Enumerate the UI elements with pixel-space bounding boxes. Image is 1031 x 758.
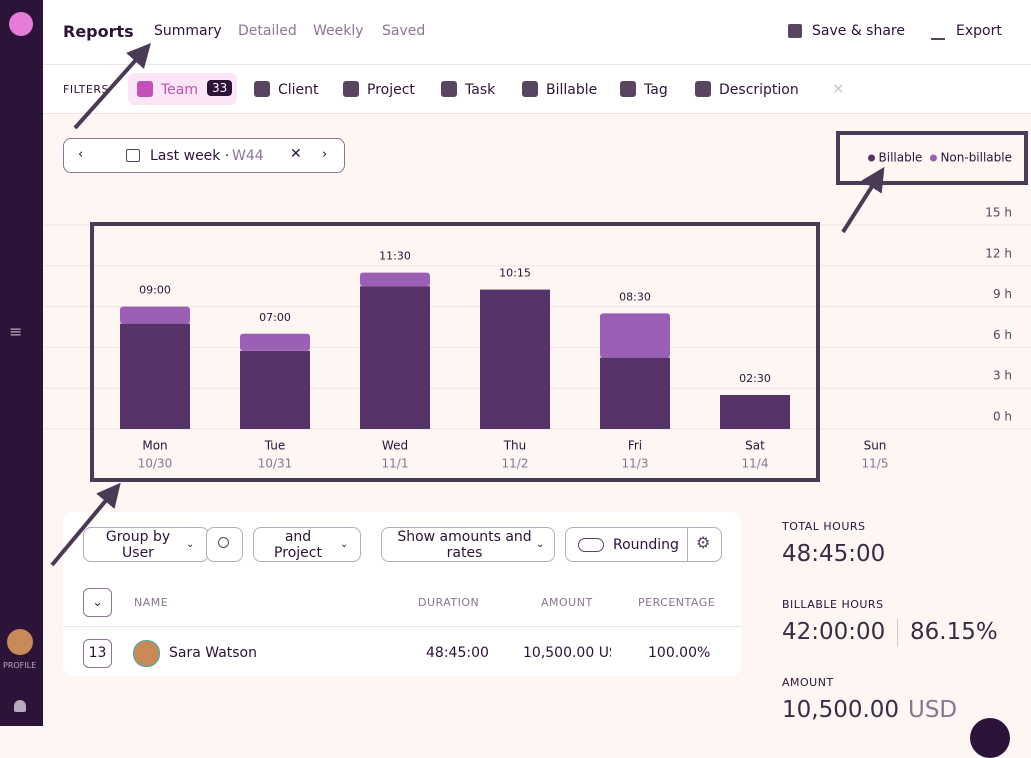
logo[interactable] [9, 12, 33, 36]
legend-label: Non-billable [940, 151, 1012, 165]
filters-label: FILTERS [63, 83, 109, 96]
x-tick-label: Tue [264, 439, 286, 453]
summary-value: 10,500.00 [782, 697, 900, 723]
clear-filters[interactable]: ✕ [832, 80, 845, 98]
x-tick-label: Fri [628, 439, 642, 453]
x-tick-label: Mon [142, 439, 167, 453]
legend-swatch [868, 154, 876, 162]
date-label: Last week · [150, 148, 230, 164]
total-label: 09:00 [139, 284, 171, 297]
summary-label: TOTAL HOURS [782, 520, 866, 533]
legend-swatch [929, 154, 937, 162]
user-name: Sara Watson [169, 645, 257, 661]
x-date-label: 11/4 [742, 457, 769, 471]
percentage: 100.00% [648, 645, 711, 661]
x-tick-label: Sat [745, 439, 765, 453]
bar-segment [360, 272, 430, 287]
rounding[interactable]: Rounding ⚙ [565, 527, 722, 562]
page-title: Reports [63, 22, 134, 41]
filter[interactable]: Client [278, 82, 319, 98]
divider [897, 619, 898, 647]
x-date-label: 11/5 [862, 457, 889, 471]
bar-segment [600, 313, 670, 358]
row-divider [63, 626, 741, 627]
y-tick-label: 9 h [993, 287, 1012, 301]
x-date-label: 10/31 [258, 457, 293, 471]
show-amounts[interactable]: Show amounts and rates ⌄ [381, 527, 555, 562]
filter[interactable]: Description [719, 82, 799, 98]
bar-segment [720, 395, 790, 429]
group-by-2[interactable]: and Project ⌄ [253, 527, 361, 562]
duration: 48:45:00 [426, 645, 489, 661]
bar-segment [240, 350, 310, 429]
tab[interactable]: Summary [154, 23, 222, 39]
week: W44 [232, 148, 264, 164]
bar-segment [360, 286, 430, 429]
avatar[interactable] [7, 629, 33, 655]
save-share[interactable]: Save & share [812, 23, 905, 39]
export[interactable]: Export [956, 23, 1002, 39]
amount: 10,500.00 USD [523, 645, 611, 661]
column-header: AMOUNT [541, 596, 593, 609]
x-tick-label: Thu [503, 439, 527, 453]
legend-label: Billable [879, 151, 923, 165]
tab[interactable]: Saved [382, 23, 426, 39]
x-date-label: 11/1 [382, 457, 409, 471]
bar-segment [480, 289, 550, 429]
chart: 0 h 3 h 6 h 9 h 12 h 15 h Non-billable Billable… [43, 151, 1031, 471]
y-tick-label: 15 h [985, 206, 1012, 220]
filter[interactable]: Tag [644, 82, 668, 98]
header [43, 0, 1031, 65]
total-label: 07:00 [259, 311, 291, 324]
column-header: PERCENTAGE [638, 596, 716, 609]
date-picker[interactable]: ‹ Last week · W44 ✕ › [63, 138, 345, 173]
bar-segment [240, 333, 310, 351]
bar-segment [120, 323, 190, 429]
summary-label: AMOUNT [782, 676, 834, 689]
y-tick-label: 3 h [993, 369, 1012, 383]
x-date-label: 11/2 [502, 457, 529, 471]
expand-menu[interactable]: ≡ [9, 322, 23, 341]
group-by[interactable]: Group by User ⌄ [83, 527, 209, 562]
y-tick-label: 6 h [993, 328, 1012, 342]
x-tick-label: Sun [864, 439, 887, 453]
tab[interactable]: Weekly [313, 23, 364, 39]
help-button[interactable] [970, 718, 1010, 758]
summary-label: BILLABLE HOURS [782, 598, 884, 611]
total-label: 10:15 [499, 267, 531, 280]
sidebar: ≡ PROFILE [0, 0, 43, 726]
profile-label: PROFILE [3, 661, 37, 670]
y-tick-label: 12 h [985, 246, 1012, 260]
column-header[interactable]: NAME [134, 596, 169, 609]
filter[interactable]: Team [161, 82, 199, 98]
summary-currency: USD [908, 697, 958, 723]
summary-value: 42:00:00 [782, 619, 886, 645]
x-tick-label: Wed [382, 439, 408, 453]
row-count[interactable]: 13 [83, 639, 112, 668]
filter[interactable]: Project [367, 82, 415, 98]
tab[interactable]: Detailed [238, 23, 297, 39]
summary-value: 48:45:00 [782, 541, 886, 567]
x-date-label: 10/30 [138, 457, 173, 471]
column-header[interactable]: DURATION [418, 596, 480, 609]
bar-segment [600, 357, 670, 429]
team-count: 33 [207, 80, 233, 96]
save-icon [788, 24, 802, 38]
expand-rows[interactable]: ⌄ [83, 588, 112, 617]
notifications[interactable] [14, 700, 26, 712]
user-avatar [133, 640, 160, 667]
export-icon [931, 38, 945, 40]
filter[interactable]: Billable [546, 82, 598, 98]
search[interactable] [206, 527, 243, 562]
x-date-label: 11/3 [622, 457, 649, 471]
y-tick-label: 0 h [993, 410, 1012, 424]
total-label: 08:30 [619, 290, 651, 303]
filter[interactable]: Task [465, 82, 496, 98]
bar-segment [120, 306, 190, 324]
total-label: 11:30 [379, 250, 411, 263]
total-label: 02:30 [739, 372, 771, 385]
summary-value: 86.15% [910, 619, 998, 645]
